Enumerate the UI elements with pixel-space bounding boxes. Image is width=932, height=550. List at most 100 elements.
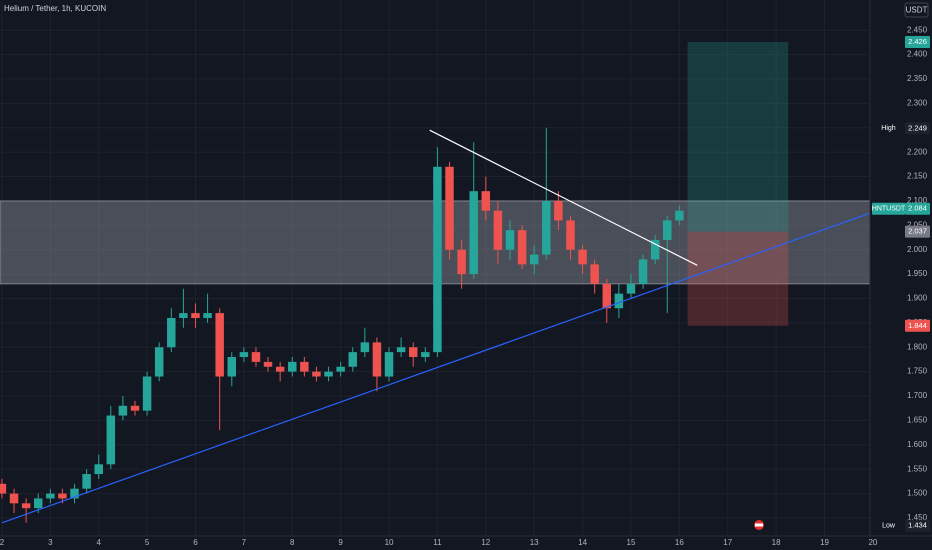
price-axis bbox=[870, 0, 932, 550]
trendline bbox=[429, 129, 698, 266]
candle-body bbox=[542, 200, 551, 255]
x-tick-label: 11 bbox=[433, 538, 442, 547]
candle-body bbox=[336, 366, 345, 372]
candle-body bbox=[239, 352, 249, 358]
candle-body bbox=[457, 249, 466, 275]
candle-body bbox=[179, 313, 188, 318]
candle-body bbox=[360, 342, 370, 353]
candle-body bbox=[21, 503, 31, 509]
candle-body bbox=[493, 210, 503, 250]
candles bbox=[0, 127, 684, 523]
x-tick-label: 7 bbox=[242, 538, 247, 547]
candle-body bbox=[0, 483, 7, 494]
candle-body bbox=[614, 293, 624, 309]
y-tick-label: 2.000 bbox=[907, 245, 928, 254]
candle-body bbox=[191, 313, 200, 318]
candle-body bbox=[130, 405, 140, 411]
y-tick-label: 2.400 bbox=[907, 50, 928, 59]
x-tick-label: 12 bbox=[481, 538, 490, 547]
candle-body bbox=[203, 313, 212, 318]
candle-body bbox=[227, 357, 237, 377]
candle-body bbox=[590, 264, 599, 284]
y-tick-label: 1.550 bbox=[907, 464, 928, 473]
badge bbox=[905, 225, 930, 238]
x-tick-label: 14 bbox=[578, 538, 587, 547]
candle-body bbox=[215, 313, 224, 377]
badge bbox=[905, 319, 930, 332]
candle-body bbox=[578, 249, 587, 265]
candle-body bbox=[554, 200, 563, 221]
currency-box[interactable] bbox=[904, 2, 929, 18]
candle-body bbox=[408, 347, 418, 358]
candle-body bbox=[481, 191, 491, 211]
badge-value: 2.037 bbox=[908, 227, 927, 236]
x-tick-label: 20 bbox=[868, 538, 877, 547]
candle-body bbox=[118, 405, 128, 416]
candle-body bbox=[288, 361, 297, 372]
candle-body bbox=[529, 254, 539, 265]
badge-name: Low bbox=[882, 523, 896, 530]
badge-value: 2.249 bbox=[908, 123, 927, 132]
badge-name-box bbox=[872, 519, 905, 532]
currency[interactable]: USDT bbox=[906, 6, 928, 15]
badge-name: HNTUSDT bbox=[872, 206, 906, 213]
y-tick-label: 1.800 bbox=[907, 342, 928, 351]
candle-body bbox=[324, 371, 333, 377]
x-tick-label: 3 bbox=[48, 538, 53, 547]
badge-value: 1.434 bbox=[908, 521, 927, 530]
badge-name: High bbox=[881, 125, 896, 132]
y-tick-label: 2.350 bbox=[907, 74, 928, 83]
badge-name-box bbox=[872, 122, 905, 135]
badge-value: 1.844 bbox=[908, 321, 927, 330]
candle-body bbox=[348, 352, 357, 367]
x-tick-label: 17 bbox=[723, 538, 732, 547]
candle-body bbox=[263, 361, 273, 367]
candle-body bbox=[517, 230, 527, 265]
candle-body bbox=[275, 366, 285, 372]
chart-title: Helium / Tether, 1h, KUCOIN bbox=[4, 4, 106, 13]
y-tick-label: 2.200 bbox=[907, 147, 928, 156]
y-tick-label: 1.950 bbox=[907, 269, 928, 278]
trendline bbox=[1, 212, 871, 524]
candle-body bbox=[421, 352, 430, 358]
candle-body bbox=[142, 376, 152, 411]
y-tick-label: 2.300 bbox=[907, 99, 928, 108]
badge-value: 2.426 bbox=[908, 37, 927, 46]
x-tick-label: 19 bbox=[820, 538, 829, 547]
x-tick-label: 9 bbox=[338, 538, 343, 547]
candle-body bbox=[70, 488, 79, 499]
badge-value: 2.084 bbox=[908, 204, 927, 213]
candle-body bbox=[58, 493, 67, 499]
candle-body bbox=[469, 191, 478, 275]
candle-body bbox=[638, 259, 648, 284]
x-tick-label: 2 bbox=[0, 538, 5, 547]
candle-body bbox=[396, 347, 406, 353]
x-tick-label: 10 bbox=[385, 538, 394, 547]
candle-body bbox=[384, 352, 394, 377]
candle-body bbox=[372, 342, 382, 377]
candle-body bbox=[94, 464, 103, 475]
candle-body bbox=[675, 210, 684, 221]
badge bbox=[905, 519, 930, 532]
candle-body bbox=[167, 317, 176, 348]
y-tick-label: 2.450 bbox=[907, 25, 928, 34]
x-tick-label: 18 bbox=[772, 538, 781, 547]
take-profit bbox=[687, 41, 789, 232]
candle-body bbox=[300, 361, 309, 372]
x-tick-label: 6 bbox=[193, 538, 198, 547]
candle-body bbox=[650, 239, 660, 260]
x-tick-label: 4 bbox=[96, 538, 101, 547]
x-tick-label: 16 bbox=[675, 538, 684, 547]
y-tick-label: 1.650 bbox=[907, 416, 928, 425]
candle-body bbox=[602, 283, 612, 309]
y-tick-label: 2.150 bbox=[907, 172, 928, 181]
candle-body bbox=[433, 166, 442, 353]
candle-body bbox=[82, 474, 91, 489]
y-tick-label: 2.100 bbox=[907, 196, 928, 205]
candle-body bbox=[9, 493, 19, 504]
candle-body bbox=[312, 371, 321, 377]
trendlines bbox=[1, 129, 871, 524]
x-tick-label: 15 bbox=[627, 538, 636, 547]
